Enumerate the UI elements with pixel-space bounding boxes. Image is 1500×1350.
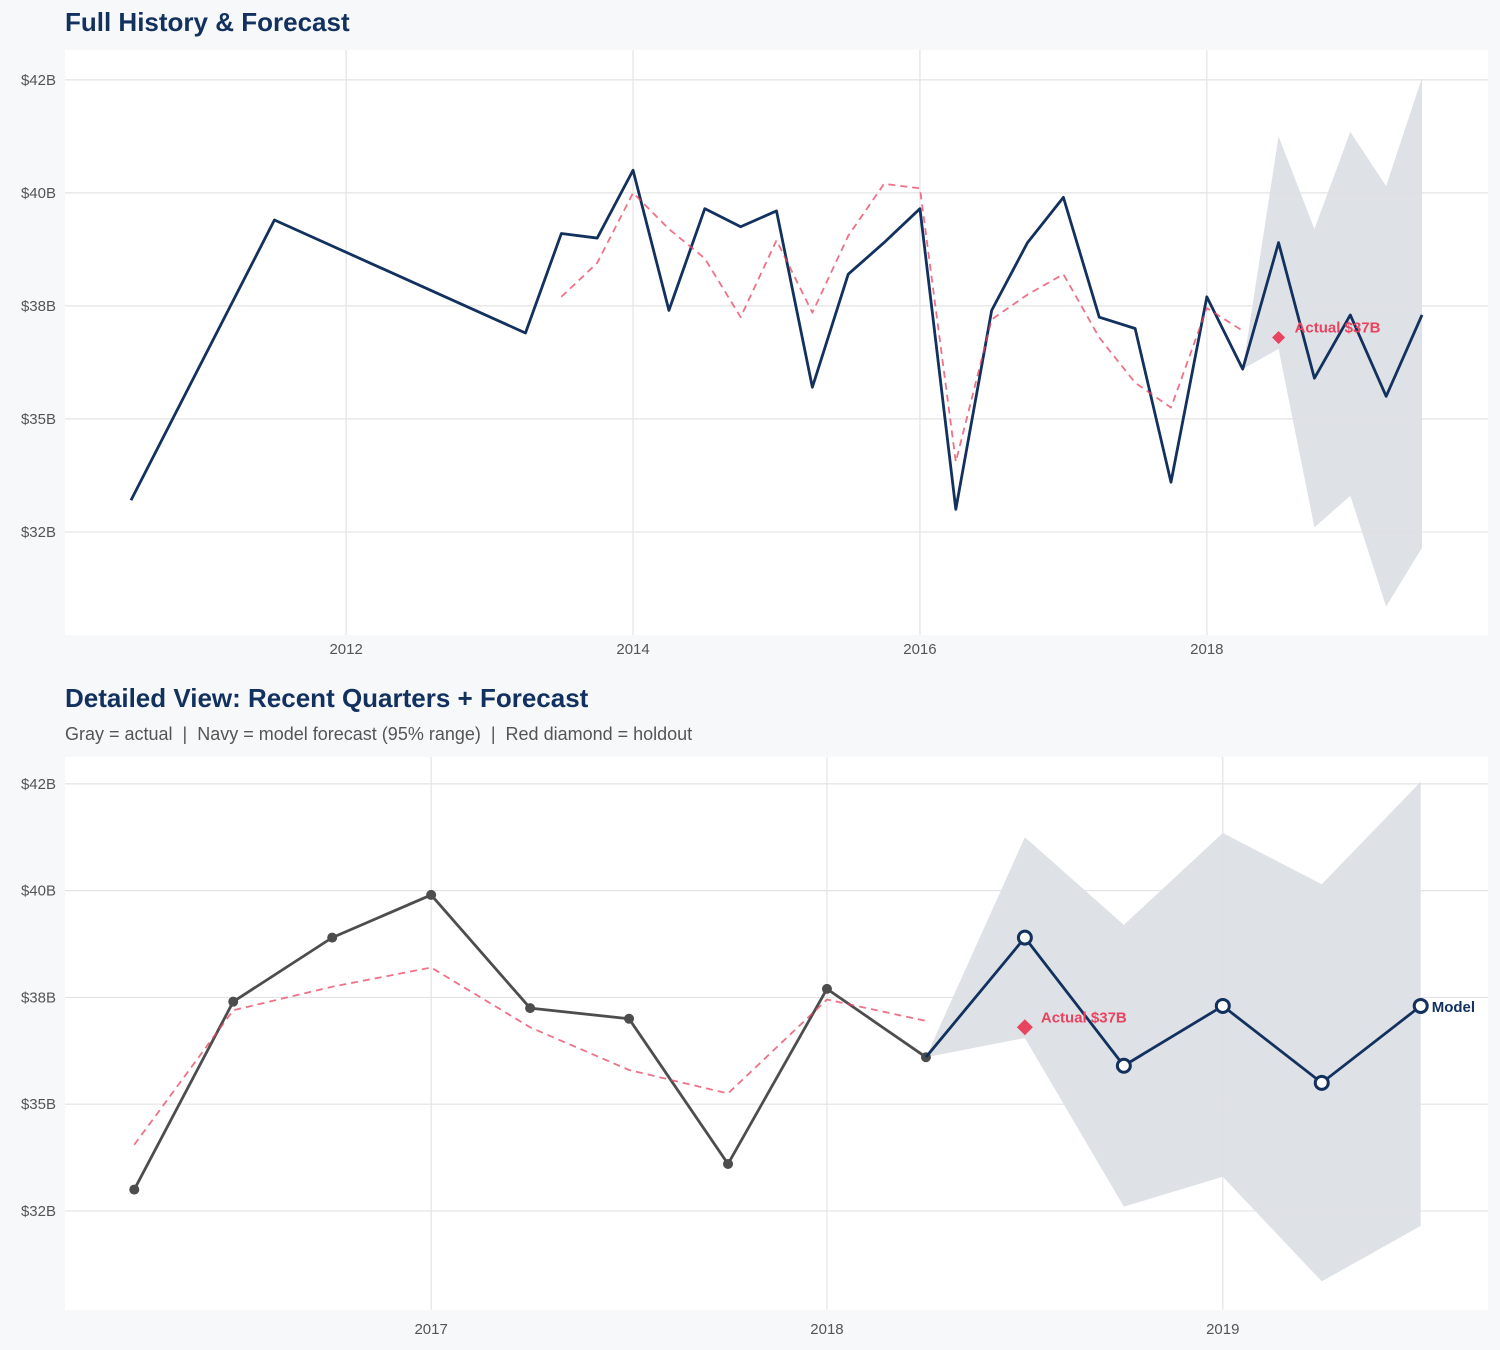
x-tick-label: 2016 bbox=[903, 641, 936, 658]
detailed-view-chart: $32B $35B $38B $40B $42B 2017 2018 2019 Model Act… bbox=[21, 757, 1488, 1338]
holdout-diamond bbox=[1016, 1019, 1033, 1036]
model-label: Model bbox=[1432, 999, 1475, 1016]
y-tick-label: $35B bbox=[21, 411, 56, 428]
y-tick-label: $32B bbox=[21, 524, 56, 541]
y-tick-label: $38B bbox=[21, 298, 56, 315]
x-tick-label: 2019 bbox=[1206, 1321, 1239, 1338]
chart-subtitle-detailed-view: Gray = actual | Navy = model forecast (9… bbox=[65, 724, 692, 744]
holdout-label: Actual $37B bbox=[1041, 1009, 1127, 1026]
forecast-point bbox=[1016, 929, 1033, 946]
series-line-fitted bbox=[133, 966, 927, 1146]
actual-point bbox=[129, 1184, 140, 1195]
series-line-actual bbox=[129, 168, 1424, 511]
actual-point bbox=[327, 932, 338, 943]
actual-point bbox=[426, 889, 437, 900]
y-tick-label: $42B bbox=[21, 72, 56, 89]
y-tick-label: $35B bbox=[21, 1096, 56, 1113]
y-tick-label: $38B bbox=[21, 989, 56, 1006]
actual-point bbox=[525, 1003, 536, 1014]
full-history-chart: $32B $35B $38B $40B $42B 2012 2014 2016 2018 Actu… bbox=[21, 50, 1488, 658]
actual-point bbox=[624, 1013, 635, 1024]
x-tick-label: 2014 bbox=[616, 641, 649, 658]
holdout-label: Actual $37B bbox=[1295, 320, 1381, 337]
chart-title-detailed-view: Detailed View: Recent Quarters + Forecas… bbox=[65, 683, 589, 713]
actual-point bbox=[723, 1158, 734, 1169]
y-tick-label: $40B bbox=[21, 883, 56, 900]
chart-title-full-history: Full History & Forecast bbox=[65, 7, 350, 37]
forecast-point bbox=[1115, 1057, 1132, 1074]
x-tick-label: 2017 bbox=[414, 1321, 447, 1338]
y-tick-label: $42B bbox=[21, 776, 56, 793]
x-tick-label: 2018 bbox=[1190, 641, 1223, 658]
x-tick-label: 2012 bbox=[329, 641, 362, 658]
y-tick-label: $32B bbox=[21, 1203, 56, 1220]
actual-point bbox=[821, 983, 832, 994]
confidence-band bbox=[925, 781, 1421, 1282]
y-tick-label: $40B bbox=[21, 185, 56, 202]
holdout-diamond bbox=[1272, 331, 1286, 345]
forecast-point bbox=[1412, 997, 1429, 1014]
forecast-point bbox=[1214, 997, 1231, 1014]
x-tick-label: 2018 bbox=[810, 1321, 843, 1338]
confidence-band bbox=[1242, 77, 1423, 607]
series-line-fitted bbox=[560, 182, 1244, 463]
actual-point bbox=[228, 996, 239, 1007]
series-line-model bbox=[924, 936, 1422, 1085]
forecast-point bbox=[1313, 1074, 1330, 1091]
